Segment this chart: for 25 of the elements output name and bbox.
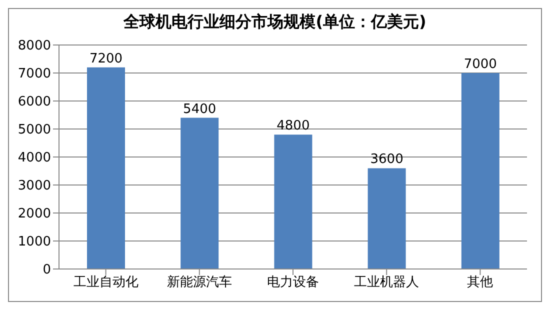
data-label: 7200 [89, 51, 123, 66]
x-tick-label: 工业机器人 [354, 275, 420, 290]
y-tick-label: 8000 [18, 38, 51, 54]
y-tick-label: 3000 [18, 178, 51, 194]
x-tick-label: 工业自动化 [73, 275, 138, 290]
x-tick-label: 电力设备 [267, 275, 319, 290]
y-tick-label: 2000 [18, 206, 51, 222]
y-tick-label: 4000 [18, 150, 51, 166]
data-label: 5400 [183, 102, 216, 117]
y-tick-label: 7000 [18, 66, 51, 82]
y-tick-label: 0 [42, 262, 51, 278]
data-label: 3600 [370, 152, 404, 168]
data-label: 4800 [276, 118, 310, 134]
bar [461, 73, 500, 269]
bar [274, 134, 312, 269]
y-tick-label: 6000 [18, 94, 51, 110]
y-tick-label: 5000 [18, 122, 51, 138]
chart-title: 全球机电行业细分市场规模(单位：亿美元) [122, 11, 428, 33]
x-tick-label: 新能源汽车 [166, 275, 232, 290]
y-tick-label: 1000 [18, 234, 51, 250]
x-tick-label: 其他 [467, 275, 494, 290]
bar [87, 67, 125, 269]
bar [180, 118, 219, 269]
bar [368, 168, 406, 269]
data-label: 7000 [464, 57, 497, 72]
